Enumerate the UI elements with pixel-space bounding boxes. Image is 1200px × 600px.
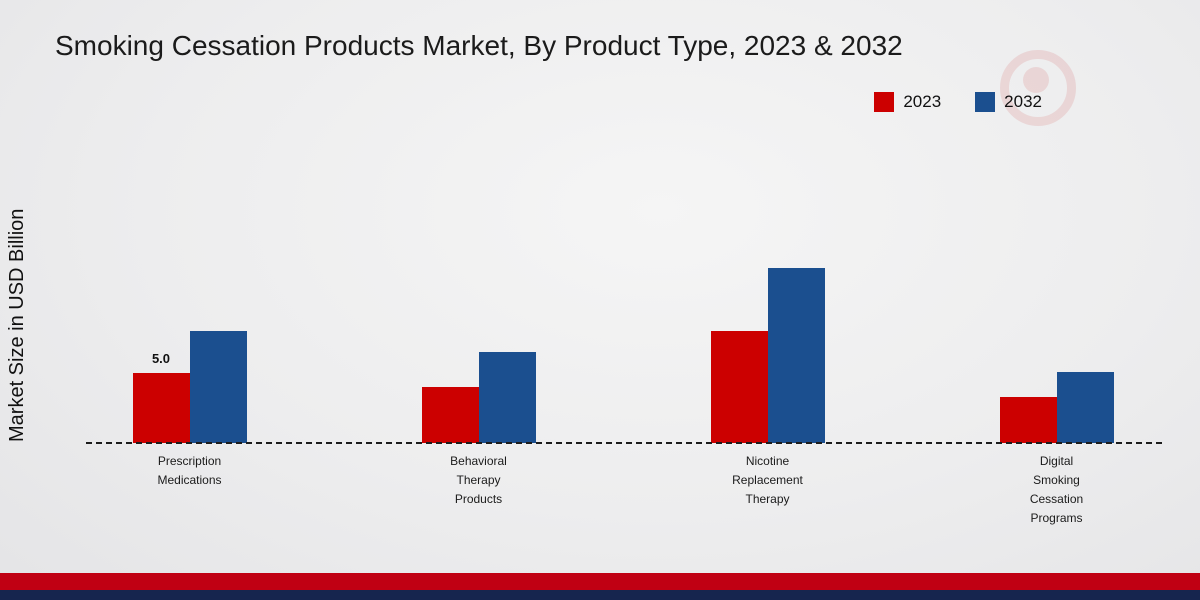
bar-2032-3: [1056, 372, 1114, 443]
bar-value-label: 5.0: [151, 351, 171, 366]
bar-2032-0: [189, 331, 247, 443]
y-axis-label: Market Size in USD Billion: [6, 208, 28, 442]
category-labels: Prescription Medications Behavioral Therapy…: [45, 452, 1200, 528]
bar-group-2: [623, 143, 912, 443]
legend-swatch-2023: [874, 92, 895, 112]
category-label-2: Nicotine Replacement Therapy: [732, 454, 803, 506]
bar-2023-1: [421, 387, 479, 443]
category-label-3: Digital Smoking Cessation Programs: [1029, 454, 1084, 525]
legend-item-2032: 2032: [975, 92, 1042, 112]
category-label-1: Behavioral Therapy Products: [450, 454, 507, 506]
legend-item-2023: 2023: [874, 92, 941, 112]
footer-navy-band: [0, 590, 1200, 600]
chart-title: Smoking Cessation Products Market, By Pr…: [55, 30, 903, 61]
bar-group-1: [334, 143, 623, 443]
bar-group-3: [912, 143, 1200, 443]
bar-2023-2: [710, 331, 768, 443]
bar-2023-3: [999, 397, 1057, 443]
legend-label-2023: 2023: [903, 92, 942, 111]
category-label-0: Prescription Medications: [157, 454, 222, 487]
bar-group-0: 5.0: [45, 143, 334, 443]
footer-red-band: [0, 573, 1200, 590]
legend: 2023 2032: [874, 92, 1042, 112]
watermark-logo-icon: [1000, 50, 1076, 126]
x-axis-baseline: [86, 442, 1162, 444]
plot-area: 5.0: [45, 143, 1200, 443]
legend-label-2032: 2032: [1004, 92, 1042, 111]
watermark-logo-inner-icon: [1023, 67, 1049, 93]
bar-2032-2: [767, 268, 825, 443]
legend-swatch-2032: [975, 92, 996, 112]
bar-2023-0: 5.0: [132, 351, 190, 443]
bar-2032-1: [478, 352, 536, 443]
